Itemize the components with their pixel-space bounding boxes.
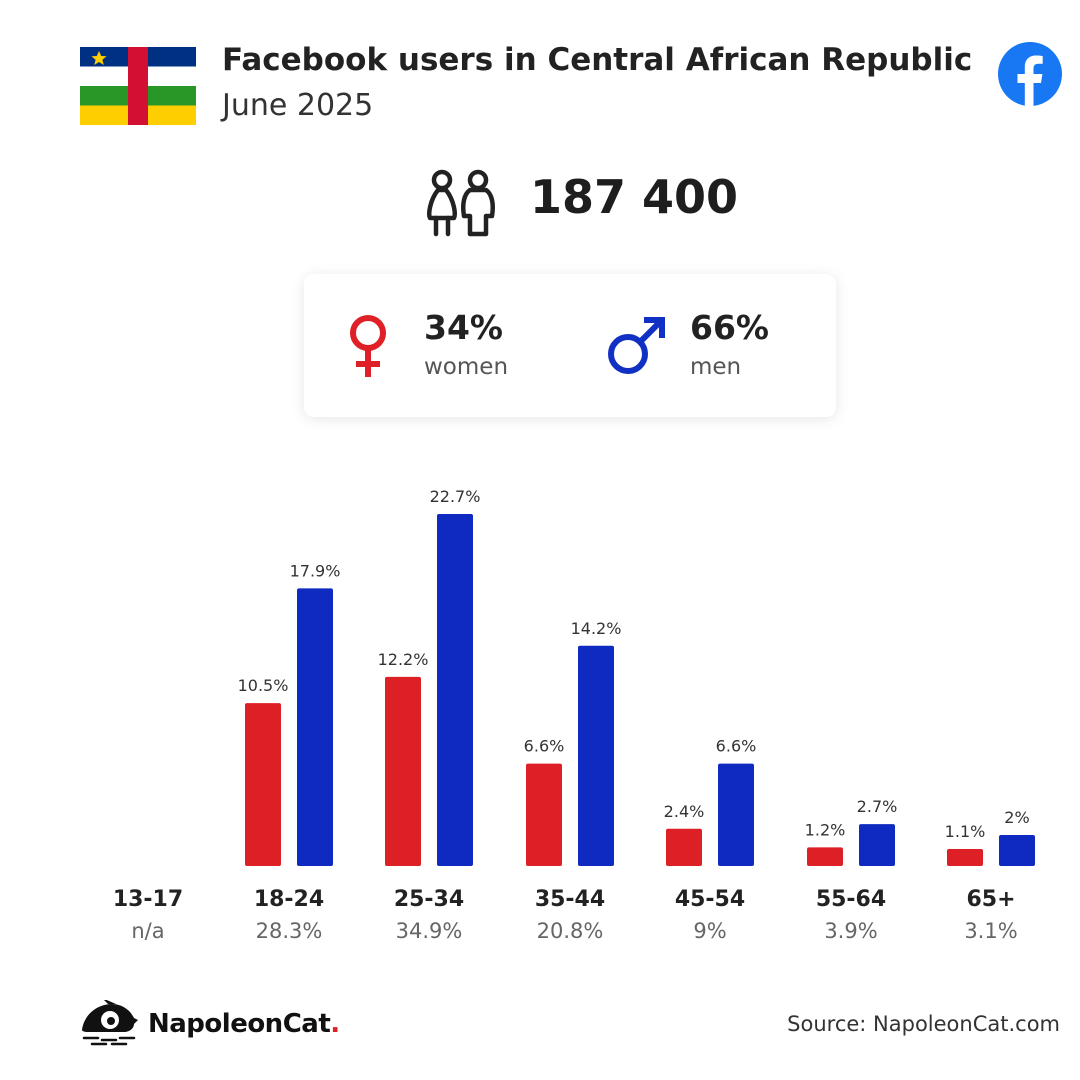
bar-men-25-34	[437, 514, 473, 866]
women-percentage: 34%	[424, 308, 503, 347]
napoleoncat-logo-icon	[82, 1000, 138, 1046]
bar-women-25-34	[385, 676, 421, 866]
bar-men-55-64	[859, 824, 895, 866]
men-percentage: 66%	[690, 308, 769, 347]
data-label-women-35-44: 6.6%	[524, 737, 565, 756]
data-label-women-45-54: 2.4%	[664, 802, 705, 821]
male-icon	[608, 317, 665, 374]
age-gender-bar-chart: 13-17 n/a 10.5% 17.9% 18-24 28.3% 12.2% 22.7% 25…	[113, 487, 1035, 943]
category-label-18-24: 18-24	[254, 887, 324, 912]
facebook-logo-icon	[998, 42, 1062, 106]
brand-name-text: NapoleonCat	[148, 1009, 331, 1039]
category-label-13-17: 13-17	[113, 887, 183, 912]
source-credit: Source: NapoleonCat.com	[787, 1012, 1060, 1036]
category-label-45-54: 45-54	[675, 887, 745, 912]
female-icon	[350, 315, 386, 377]
category-total-55-64: 3.9%	[824, 919, 877, 943]
category-total-35-44: 20.8%	[537, 919, 604, 943]
category-label-25-34: 25-34	[394, 887, 464, 912]
bar-men-45-54	[718, 763, 754, 866]
data-label-women-25-34: 12.2%	[378, 650, 429, 669]
data-label-women-18-24: 10.5%	[238, 676, 289, 695]
brand-dot: .	[330, 1009, 340, 1039]
category-total-18-24: 28.3%	[256, 919, 323, 943]
women-label: women	[424, 354, 509, 380]
category-label-65+: 65+	[966, 887, 1015, 912]
page-subtitle: June 2025	[222, 88, 374, 123]
category-total-25-34: 34.9%	[396, 919, 463, 943]
bar-men-35-44	[578, 645, 614, 866]
brand-name: NapoleonCat.	[148, 1009, 340, 1039]
data-label-men-18-24: 17.9%	[290, 561, 341, 580]
category-total-13-17: n/a	[131, 919, 164, 943]
bar-women-35-44	[526, 763, 562, 866]
category-label-35-44: 35-44	[535, 887, 605, 912]
bar-women-18-24	[245, 703, 281, 866]
bar-men-18-24	[297, 588, 333, 866]
data-label-women-55-64: 1.2%	[805, 820, 846, 839]
data-label-men-55-64: 2.7%	[857, 797, 898, 816]
category-total-65+: 3.1%	[964, 919, 1017, 943]
central-african-republic-flag-icon	[80, 47, 196, 125]
bar-women-55-64	[807, 847, 843, 866]
bar-women-65+	[947, 848, 983, 866]
data-label-men-25-34: 22.7%	[430, 487, 481, 506]
men-label: men	[690, 354, 742, 380]
data-label-men-65+: 2%	[1004, 808, 1029, 827]
data-label-women-65+: 1.1%	[945, 822, 986, 841]
bar-men-65+	[999, 834, 1035, 866]
category-label-55-64: 55-64	[816, 887, 886, 912]
total-users-value: 187 400	[530, 170, 739, 224]
bar-women-45-54	[666, 828, 702, 866]
page-title: Facebook users in Central African Republ…	[222, 42, 973, 78]
category-total-45-54: 9%	[693, 919, 726, 943]
users-icon	[427, 169, 495, 237]
data-label-men-45-54: 6.6%	[716, 737, 757, 756]
gender-split-card: 34% women 66% men	[304, 274, 836, 417]
data-label-men-35-44: 14.2%	[571, 619, 622, 638]
